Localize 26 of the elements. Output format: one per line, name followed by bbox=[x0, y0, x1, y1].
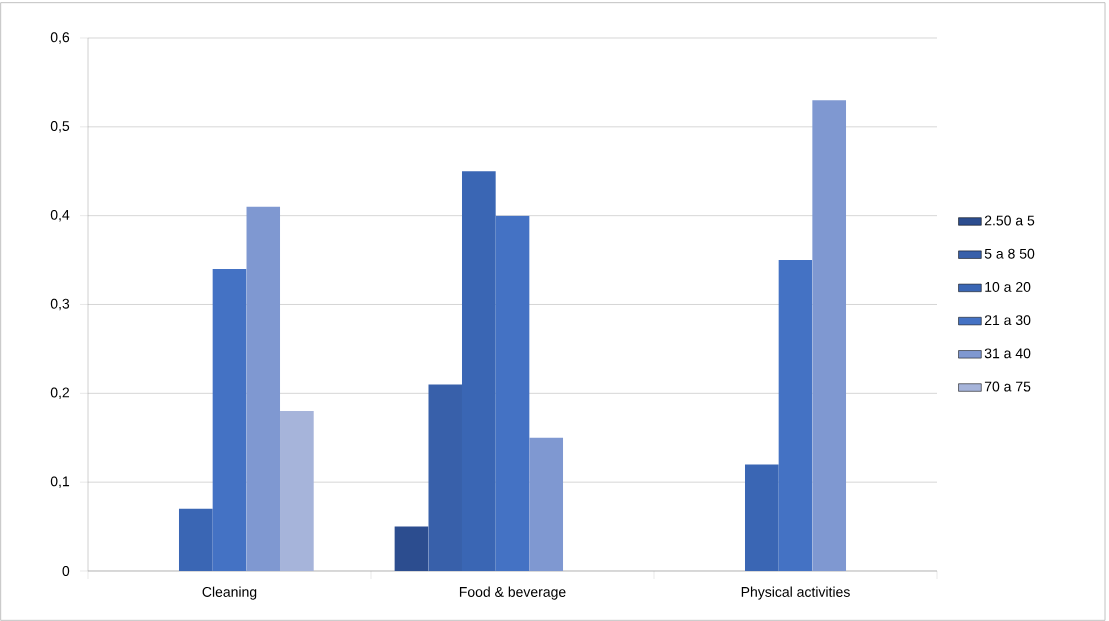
bar bbox=[212, 268, 247, 571]
legend-label: 31 a 40 bbox=[984, 348, 1031, 359]
bar bbox=[246, 206, 281, 571]
y-tick-label: 0,5 bbox=[50, 121, 70, 133]
y-tick-label: 0,3 bbox=[50, 298, 70, 311]
legend-label: 21 a 30 bbox=[984, 315, 1031, 326]
y-tick-label: 0,6 bbox=[50, 32, 70, 44]
bar bbox=[394, 526, 429, 571]
bar bbox=[529, 437, 564, 571]
bar bbox=[778, 260, 813, 571]
y-tick-label: 0 bbox=[62, 566, 70, 576]
legend-label: 2.50 a 5 bbox=[984, 215, 1035, 226]
x-tick-label: Physical activities bbox=[741, 586, 850, 600]
bar bbox=[178, 508, 213, 571]
y-tick-label: 0,1 bbox=[50, 476, 70, 488]
legend-label: 10 a 20 bbox=[985, 281, 1031, 292]
bar bbox=[495, 215, 530, 571]
bar bbox=[744, 464, 779, 571]
x-tick-label: Food & beverage bbox=[459, 586, 566, 600]
x-tick-label: Cleaning bbox=[202, 586, 257, 600]
legend-label: 70 a 75 bbox=[984, 381, 1031, 392]
y-tick-label: 0,4 bbox=[50, 209, 70, 222]
bar bbox=[280, 411, 314, 571]
y-tick-label: 0,2 bbox=[50, 387, 70, 400]
legend-label: 5 a 8 50 bbox=[984, 248, 1035, 259]
bar bbox=[812, 100, 847, 571]
